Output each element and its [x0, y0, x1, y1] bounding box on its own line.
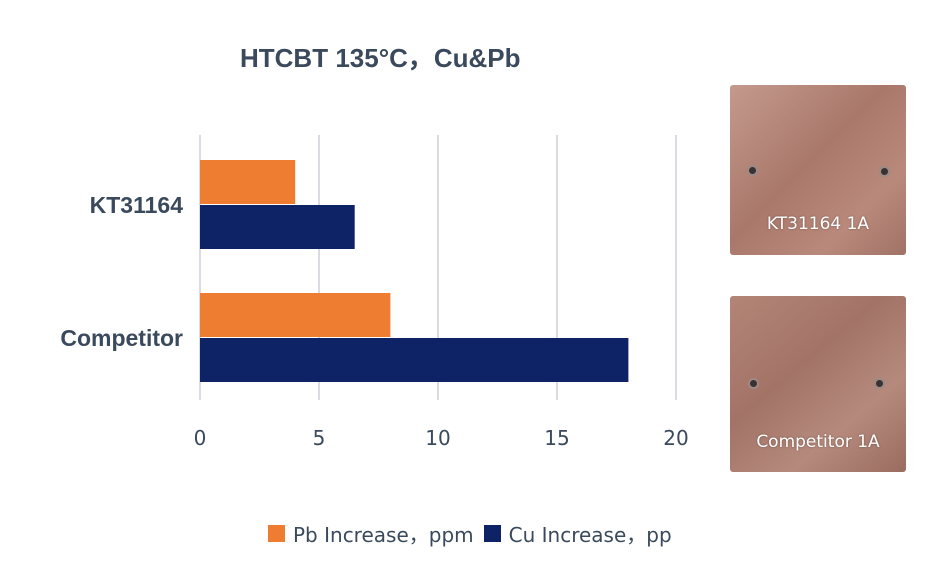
legend: Pb Increase，ppm Cu Increase，pp	[268, 519, 682, 548]
x-tick-label: 5	[313, 426, 326, 450]
bar-cu-1	[200, 338, 629, 382]
copper-plate	[730, 85, 906, 255]
category-label: Competitor	[60, 325, 183, 351]
legend-swatch-pb	[268, 525, 285, 542]
hole-right	[879, 166, 890, 177]
category-label: KT31164	[90, 192, 184, 218]
bar-cu-0	[200, 205, 355, 249]
hole-left	[747, 165, 758, 176]
bar-pb-1	[200, 293, 391, 337]
legend-item-cu: Cu Increase，pp	[483, 519, 672, 548]
x-tick-label: 15	[544, 426, 569, 450]
photo-competitor: Competitor 1A	[730, 296, 906, 472]
legend-swatch-cu	[483, 525, 501, 542]
bars	[200, 160, 629, 382]
photo-caption: Competitor 1A	[756, 432, 880, 452]
x-tick-label: 20	[663, 426, 688, 450]
photo-kt31164: KT31164 1A	[730, 85, 906, 255]
x-tick-label: 10	[425, 426, 450, 450]
hole-right	[874, 378, 885, 389]
legend-item-pb: Pb Increase，ppm	[268, 519, 474, 548]
chart-title: HTCBT 135°C，Cu&Pb	[240, 43, 521, 73]
category-labels: KT31164 Competitor	[60, 192, 183, 351]
legend-label-cu: Cu Increase，pp	[508, 523, 672, 547]
legend-label-pb: Pb Increase，ppm	[293, 523, 474, 547]
bar-pb-0	[200, 160, 296, 204]
x-tick-labels: 0 5 10 15 20	[194, 426, 689, 450]
photo-caption: KT31164 1A	[766, 214, 870, 234]
hole-left	[748, 378, 759, 389]
x-tick-label: 0	[194, 426, 207, 450]
